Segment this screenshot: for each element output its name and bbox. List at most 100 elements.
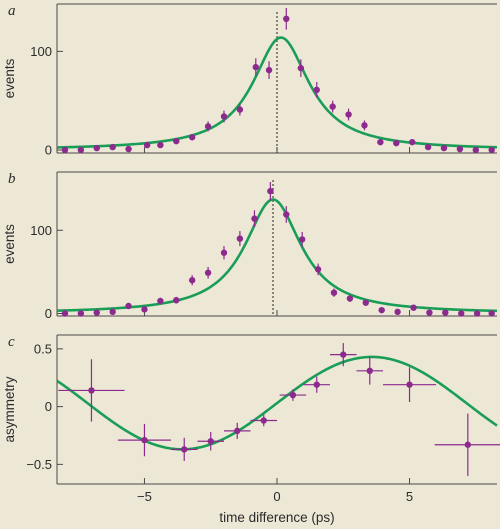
data-point <box>434 413 500 476</box>
data-point <box>188 275 196 286</box>
data-marker <box>362 299 369 306</box>
data-point <box>297 59 305 78</box>
data-point <box>313 81 320 98</box>
data-marker <box>440 144 448 152</box>
data-marker <box>340 351 347 358</box>
data-marker <box>394 308 401 316</box>
data-marker <box>424 143 432 151</box>
data-marker <box>93 144 100 152</box>
data-marker <box>204 269 212 276</box>
data-point <box>378 306 385 314</box>
data-point <box>408 138 416 146</box>
data-marker <box>330 289 338 296</box>
x-tick-label: 0 <box>273 489 280 504</box>
data-marker <box>236 106 244 113</box>
data-marker <box>464 441 472 448</box>
data-point <box>303 376 331 393</box>
data-marker <box>188 134 196 141</box>
data-point <box>188 134 196 141</box>
data-marker <box>77 146 85 154</box>
data-point <box>77 146 85 154</box>
data-point <box>173 296 180 304</box>
data-marker <box>157 297 164 305</box>
data-point <box>117 423 171 457</box>
data-marker <box>236 235 244 242</box>
data-marker <box>61 146 69 154</box>
data-point <box>298 231 306 247</box>
data-point <box>125 145 132 153</box>
data-marker <box>488 310 495 317</box>
data-marker <box>472 146 479 154</box>
data-marker <box>143 141 151 149</box>
data-marker <box>366 367 373 375</box>
data-marker <box>157 141 164 149</box>
data-marker <box>408 138 416 146</box>
data-marker <box>220 113 228 120</box>
data-marker <box>188 277 196 284</box>
data-point <box>125 302 132 310</box>
data-point <box>472 146 479 154</box>
data-marker <box>361 122 368 129</box>
data-point <box>157 297 164 305</box>
data-point <box>197 432 224 451</box>
data-point <box>458 310 465 317</box>
data-point <box>173 137 180 145</box>
panel-letter: b <box>8 171 16 187</box>
data-point <box>362 299 369 306</box>
panel-c: −5 0 5 −0.5 0 0.5 c asymmetry time difference (p… <box>2 334 500 525</box>
data-point <box>442 309 449 316</box>
data-point <box>456 145 464 153</box>
data-point <box>267 181 274 201</box>
data-point <box>143 141 151 149</box>
data-marker <box>378 306 385 314</box>
data-marker <box>251 215 258 222</box>
data-point <box>383 367 437 402</box>
data-marker <box>488 146 495 154</box>
data-point <box>424 143 432 151</box>
data-marker <box>458 310 465 317</box>
data-marker <box>313 86 320 94</box>
data-point <box>204 266 212 279</box>
data-point <box>283 7 290 30</box>
data-marker <box>473 310 481 317</box>
data-marker <box>125 145 132 153</box>
data-point <box>314 263 322 276</box>
data-point <box>440 144 448 152</box>
data-marker <box>141 306 148 313</box>
data-point <box>283 206 290 223</box>
data-point <box>488 310 495 317</box>
data-marker <box>204 123 212 130</box>
data-point <box>265 61 273 79</box>
data-point <box>93 309 100 316</box>
data-marker <box>207 438 214 445</box>
panel-letter: a <box>8 3 16 19</box>
data-marker <box>173 137 180 145</box>
data-point <box>394 308 401 316</box>
data-point <box>220 110 228 123</box>
data-point <box>236 231 244 247</box>
fit-curve <box>56 355 498 451</box>
data-point <box>220 246 228 260</box>
data-marker <box>377 138 384 146</box>
data-point <box>223 422 251 439</box>
data-marker <box>426 309 433 316</box>
data-point <box>330 288 338 297</box>
data-point <box>170 437 198 461</box>
y-tick-label: 0 <box>45 143 52 158</box>
data-marker <box>125 302 132 310</box>
data-point <box>109 143 116 151</box>
y-axis-label: events <box>2 224 17 264</box>
data-marker <box>109 308 116 316</box>
data-point <box>346 295 354 302</box>
data-point <box>252 58 259 77</box>
data-point <box>410 304 417 311</box>
data-marker <box>289 391 297 399</box>
data-point <box>157 141 164 149</box>
data-marker <box>442 309 449 316</box>
data-marker <box>393 139 400 147</box>
y-axis-label: events <box>2 58 17 98</box>
data-point <box>488 146 495 154</box>
y-tick-label: 100 <box>30 44 52 59</box>
data-marker <box>260 417 267 424</box>
x-tick-label: −5 <box>137 489 152 504</box>
